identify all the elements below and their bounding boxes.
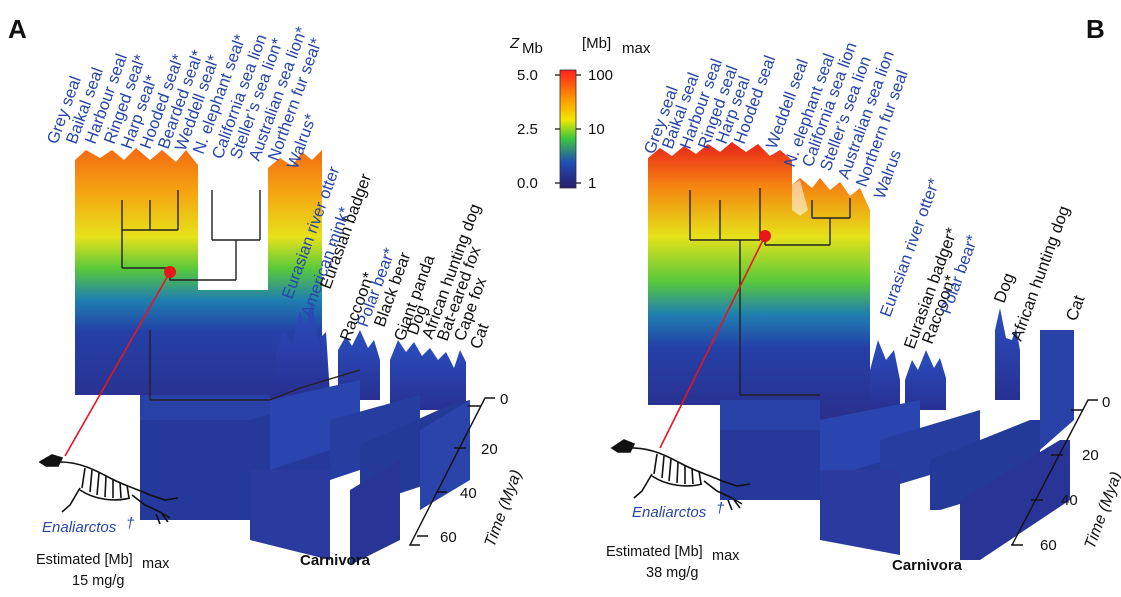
time-tick: 60 [1040, 537, 1057, 554]
panel-a-ancestor-node [164, 266, 176, 278]
panel-b-estimate-sub: max [712, 548, 740, 564]
colorbar-right-tick: 1 [588, 175, 596, 192]
time-axis-label: Time (Mya) [1082, 470, 1121, 552]
panel-a-species-labels: Grey seal Baikal seal Harbour seal Ringe… [44, 24, 493, 351]
panel-a-tree [75, 148, 495, 565]
time-tick: 0 [1102, 394, 1110, 411]
panel-a-estimate-label: Estimated [Mb] [36, 552, 133, 568]
time-tick: 20 [481, 441, 498, 458]
panel-a-clade-label: Carnivora [300, 552, 371, 569]
panel-b-estimate-value: 38 mg/g [646, 565, 698, 581]
species-label: African hunting dog [1008, 204, 1074, 344]
panel-a-estimate-sub: max [142, 556, 170, 572]
panel-a-dagger: † [126, 515, 135, 532]
panel-b-dagger: † [716, 500, 725, 517]
panel-a-ancestor-line [64, 271, 171, 457]
colorbar-left-tick: 0.0 [517, 175, 538, 192]
panel-a-fossil-name: Enaliarctos [42, 519, 117, 536]
panel-b-clade-label: Carnivora [892, 557, 963, 574]
time-tick: 40 [460, 485, 477, 502]
time-tick: 20 [1082, 447, 1099, 464]
colorbar-mb-sub: max [622, 40, 651, 57]
species-label: Dog [991, 271, 1018, 306]
panel-a-letter: A [8, 14, 27, 44]
panel-b-ancestor-node [759, 230, 771, 242]
panel-b-tree [648, 142, 1098, 560]
panel-a-skeleton-icon [38, 454, 179, 525]
panel-b-letter: B [1086, 14, 1105, 44]
colorbar-gradient [559, 69, 577, 189]
colorbar-z-label: Z [509, 35, 520, 52]
colorbar-left-tick: 5.0 [517, 67, 538, 84]
colorbar-right-tick: 100 [588, 67, 613, 84]
panel-b-estimate-label: Estimated [Mb] [606, 544, 703, 560]
colorbar-right-tick: 10 [588, 121, 605, 138]
species-label: Cat [1063, 293, 1089, 324]
panel-b-fossil-name: Enaliarctos [632, 504, 707, 521]
panel-b-ancestor-line [659, 235, 766, 449]
panel-a-estimate-value: 15 mg/g [72, 573, 124, 589]
time-axis-label: Time (Mya) [482, 468, 526, 550]
panel-b-skeleton-icon [610, 439, 751, 511]
colorbar-left-tick: 2.5 [517, 121, 538, 138]
time-tick: 0 [500, 391, 508, 408]
time-tick: 40 [1061, 492, 1078, 509]
time-tick: 60 [440, 529, 457, 546]
colorbar: Z Mb [Mb] max 5.0 2.5 0.0 100 10 1 [509, 35, 651, 192]
colorbar-z-sub: Mb [522, 40, 543, 57]
colorbar-mb-label: [Mb] [582, 35, 611, 52]
